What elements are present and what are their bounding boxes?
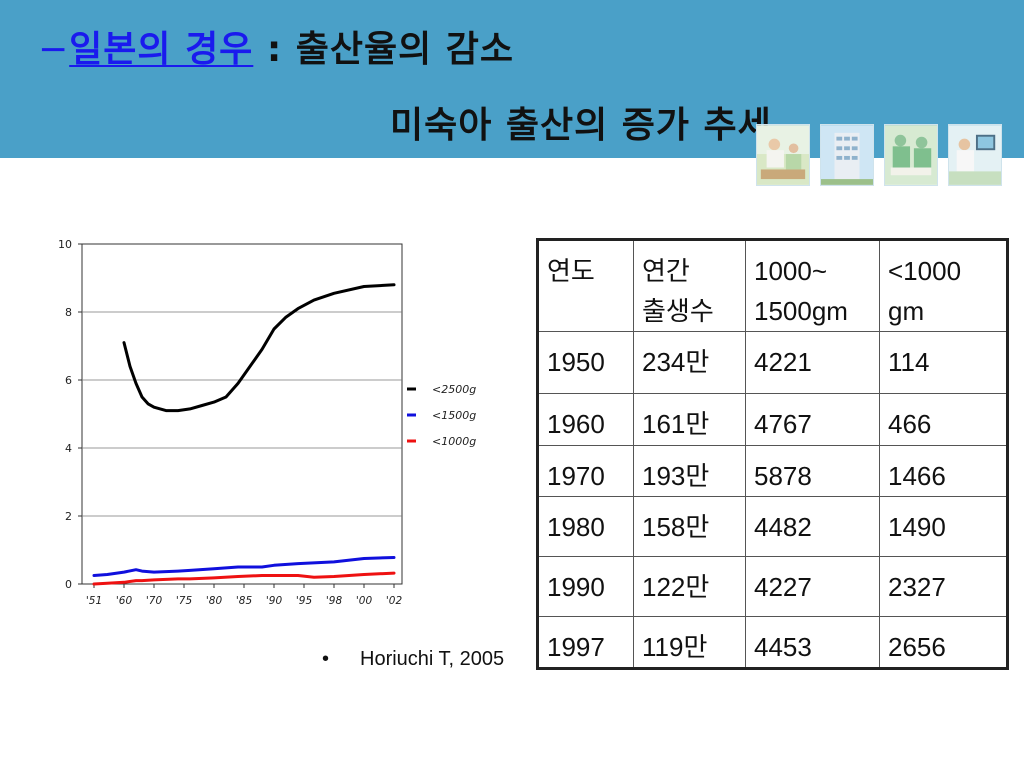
header-births-line1: 연간 [642, 256, 690, 286]
cell-year: 1950 [537, 331, 634, 394]
cell-births: 119만 [633, 616, 746, 669]
header-cell-under1000: <1000 gm [879, 239, 1008, 332]
hospital-building-photo [820, 124, 874, 186]
x-tick-label: '90 [266, 595, 283, 607]
header-births-line2: 출생수 [642, 296, 714, 326]
cell-1000-1500: 4227 [745, 556, 880, 617]
cell-year: 1990 [537, 556, 634, 617]
birth-weight-table: 연도 연간 출생수 1000~ 1500gm <1000 gm 1950 234… [536, 238, 1009, 670]
cell-births: 161만 [633, 393, 746, 446]
x-tick-label: '02 [386, 595, 403, 607]
y-tick-label: 2 [65, 510, 72, 523]
cell-births: 158만 [633, 496, 746, 557]
table-row: 1990 122만 4227 2327 [537, 556, 1008, 617]
cell-under1000: 1490 [879, 496, 1008, 557]
cell-births: 122만 [633, 556, 746, 617]
cell-1000-1500: 4767 [745, 393, 880, 446]
header-cell-1000-1500: 1000~ 1500gm [745, 239, 880, 332]
cell-year: 1960 [537, 393, 634, 446]
x-tick-label: '70 [146, 595, 163, 607]
header-cell-births: 연간 출생수 [633, 239, 746, 332]
cell-births: 234만 [633, 331, 746, 394]
title-rest: 출산율의 감소 [295, 29, 515, 70]
header-year-label: 연도 [547, 256, 595, 286]
header-1000-1500-line1: 1000~ [754, 256, 828, 286]
cell-1000-1500: 4221 [745, 331, 880, 394]
cell-births: 193만 [633, 445, 746, 497]
title-separator: : [253, 29, 296, 70]
x-tick-label: '85 [236, 595, 253, 607]
series-line [92, 571, 396, 586]
table-row: 1970 193만 5878 1466 [537, 445, 1008, 497]
y-tick-label: 4 [65, 442, 72, 455]
table-row: 1950 234만 4221 114 [537, 331, 1008, 394]
photo-strip [756, 124, 1008, 186]
citation-bullet: • [322, 648, 330, 670]
x-tick-label: '75 [176, 595, 193, 607]
nursery-photo [756, 124, 810, 186]
y-tick-label: 6 [65, 374, 72, 387]
plot-frame [81, 243, 403, 585]
header-under1000-line2: gm [888, 296, 925, 326]
doctor-computer-photo [948, 124, 1002, 186]
cell-year: 1997 [537, 616, 634, 669]
line-chart: 0 2 4 6 8 10 '51 '60 '70 '75 '80 '85 '90 '95 '98 '00 '02… [58, 238, 476, 607]
y-tick-label: 8 [65, 306, 72, 319]
y-tick-label: 10 [58, 238, 72, 251]
legend-label: <2500g [432, 383, 476, 396]
series-line [122, 283, 396, 413]
x-tick-label: '80 [206, 595, 223, 607]
cell-year: 1980 [537, 496, 634, 557]
cell-under1000: 2327 [879, 556, 1008, 617]
table-row: 1960 161만 4767 466 [537, 393, 1008, 446]
table-row: 1997 119만 4453 2656 [537, 616, 1008, 669]
cell-1000-1500: 4453 [745, 616, 880, 669]
table-row: 1980 158만 4482 1490 [537, 496, 1008, 557]
cell-under1000: 2656 [879, 616, 1008, 669]
header-1000-1500-line2: 1500gm [754, 296, 848, 326]
header-under1000-line1: <1000 [888, 256, 962, 286]
cell-1000-1500: 4482 [745, 496, 880, 557]
cell-under1000: 466 [879, 393, 1008, 446]
x-tick-label: '95 [296, 595, 313, 607]
cell-year: 1970 [537, 445, 634, 497]
header-cell-year: 연도 [537, 239, 634, 332]
title-dash: − [38, 29, 70, 70]
y-tick-label: 0 [65, 578, 72, 591]
x-tick-label: '00 [356, 595, 373, 607]
x-tick-label: '51 [86, 595, 102, 607]
series-line [92, 556, 396, 577]
cell-1000-1500: 5878 [745, 445, 880, 497]
cell-under1000: 1466 [879, 445, 1008, 497]
table-header-row: 연도 연간 출생수 1000~ 1500gm <1000 gm [537, 239, 1008, 332]
chart-area: 0 2 4 6 8 10 '51 '60 '70 '75 '80 '85 '90 '95 '98 '00 '02… [50, 230, 500, 620]
legend-label: <1000g [432, 435, 476, 448]
x-tick-label: '60 [116, 595, 133, 607]
slide-subtitle: 미숙아 출산의 증가 추세 [390, 105, 772, 146]
title-link[interactable]: 일본의 경우 [69, 29, 254, 70]
citation-text: Horiuchi T, 2005 [360, 648, 505, 670]
surgery-photo [884, 124, 938, 186]
slide-title: −일본의 경우 : 출산율의 감소 [38, 20, 514, 72]
x-tick-label: '98 [326, 595, 343, 607]
legend-label: <1500g [432, 409, 476, 422]
cell-under1000: 114 [879, 331, 1008, 394]
